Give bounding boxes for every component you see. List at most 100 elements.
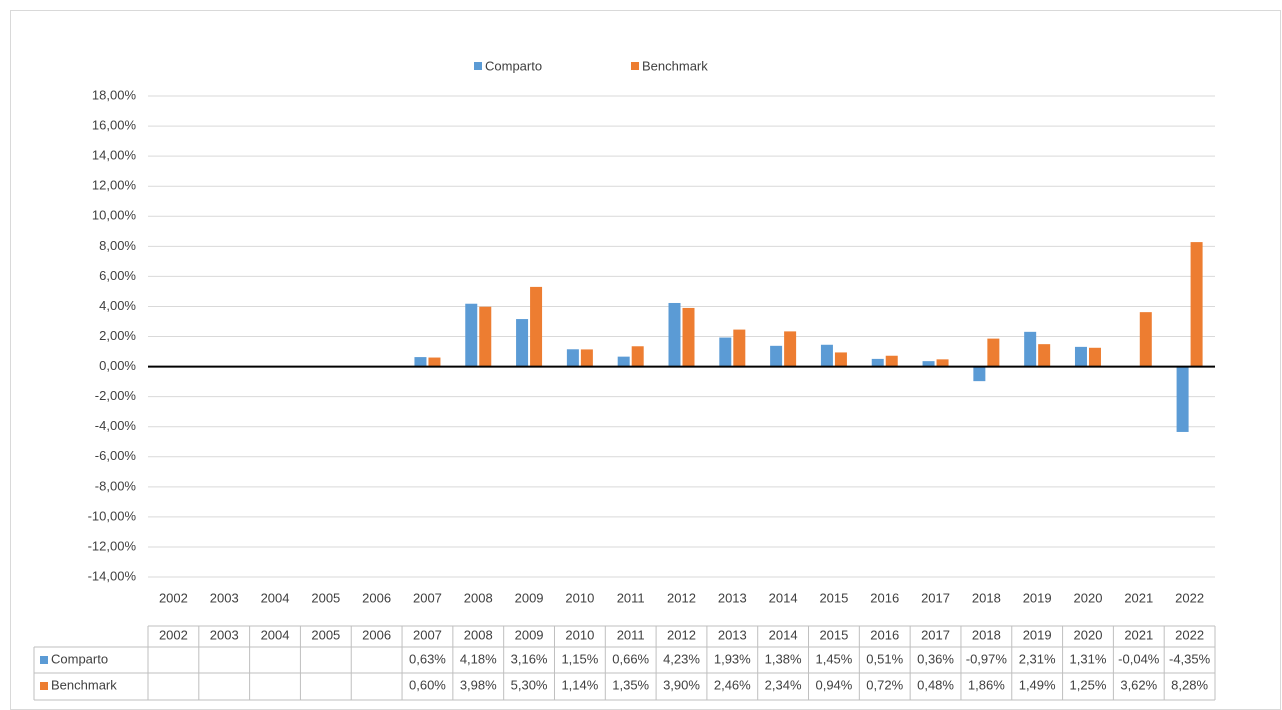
bar: [631, 346, 644, 367]
x-tick-label: 2010: [565, 590, 594, 605]
table-value: 2,46%: [714, 677, 751, 692]
x-tick-label: 2005: [311, 590, 340, 605]
bar: [530, 286, 543, 367]
table-row-label: Comparto: [51, 651, 108, 666]
table-value: 1,45%: [815, 651, 852, 666]
y-tick-label: 10,00%: [92, 208, 137, 223]
x-tick-label: 2002: [159, 590, 188, 605]
y-tick-label: 4,00%: [99, 298, 136, 313]
bar: [682, 307, 695, 367]
y-tick-label: 6,00%: [99, 268, 136, 283]
table-header: 2017: [921, 627, 950, 642]
bar: [973, 366, 986, 382]
bar: [770, 345, 783, 367]
table-value: -0,97%: [966, 651, 1008, 666]
table-header: 2008: [464, 627, 493, 642]
y-tick-label: 0,00%: [99, 358, 136, 373]
bar: [479, 306, 492, 367]
table-header: 2007: [413, 627, 442, 642]
bar: [871, 358, 884, 367]
table-header: 2010: [565, 627, 594, 642]
chart-frame: [10, 10, 1281, 710]
table-header: 2012: [667, 627, 696, 642]
table-value: 2,34%: [765, 677, 802, 692]
y-tick-label: 18,00%: [92, 87, 137, 102]
table-value: 1,49%: [1019, 677, 1056, 692]
x-tick-label: 2013: [718, 590, 747, 605]
table-value: 1,31%: [1070, 651, 1107, 666]
bar: [733, 329, 746, 367]
legend-swatch: [474, 62, 482, 70]
table-header: 2015: [819, 627, 848, 642]
table-value: 2,31%: [1019, 651, 1056, 666]
y-tick-label: 16,00%: [92, 118, 137, 133]
y-tick-label: -12,00%: [88, 538, 137, 553]
bar: [820, 344, 833, 367]
bar: [428, 357, 441, 367]
y-tick-label: -4,00%: [95, 418, 137, 433]
table-value: 1,38%: [765, 651, 802, 666]
x-tick-label: 2016: [870, 590, 899, 605]
table-value: -0,04%: [1118, 651, 1160, 666]
y-tick-label: -8,00%: [95, 478, 137, 493]
table-value: 0,63%: [409, 651, 446, 666]
y-tick-label: -14,00%: [88, 568, 137, 583]
bar: [1088, 347, 1101, 367]
legend-label: Benchmark: [642, 58, 708, 73]
bar: [1038, 344, 1051, 367]
table-header: 2013: [718, 627, 747, 642]
bar: [784, 331, 797, 367]
table-header: 2020: [1074, 627, 1103, 642]
table-value: -4,35%: [1169, 651, 1211, 666]
x-tick-label: 2007: [413, 590, 442, 605]
table-value: 0,60%: [409, 677, 446, 692]
table-value: 1,14%: [561, 677, 598, 692]
bar: [668, 302, 681, 367]
legend-label: Comparto: [485, 58, 542, 73]
table-swatch: [40, 682, 48, 690]
y-tick-label: 14,00%: [92, 148, 137, 163]
bar: [1074, 346, 1087, 367]
x-tick-label: 2011: [617, 590, 645, 605]
table-header: 2019: [1023, 627, 1052, 642]
bar: [414, 357, 427, 367]
bar: [1190, 242, 1203, 367]
bar: [566, 349, 579, 367]
table-value: 0,51%: [866, 651, 903, 666]
table-value: 3,16%: [511, 651, 548, 666]
table-header: 2003: [210, 627, 239, 642]
table-value: 5,30%: [511, 677, 548, 692]
bar: [936, 359, 949, 367]
x-tick-label: 2008: [464, 590, 493, 605]
table-header: 2002: [159, 627, 188, 642]
table-value: 3,62%: [1120, 677, 1157, 692]
y-tick-label: 2,00%: [99, 328, 136, 343]
table-header: 2004: [261, 627, 290, 642]
y-tick-label: -2,00%: [95, 388, 137, 403]
bar: [834, 352, 847, 367]
table-header: 2014: [769, 627, 798, 642]
x-tick-label: 2017: [921, 590, 950, 605]
legend-swatch: [631, 62, 639, 70]
x-tick-label: 2003: [210, 590, 239, 605]
bar: [1176, 366, 1189, 432]
x-tick-label: 2009: [515, 590, 544, 605]
table-value: 4,18%: [460, 651, 497, 666]
x-tick-label: 2006: [362, 590, 391, 605]
table-row-label: Benchmark: [51, 677, 117, 692]
table-header: 2011: [617, 627, 645, 642]
table-header: 2005: [311, 627, 340, 642]
table-value: 3,90%: [663, 677, 700, 692]
table-value: 0,36%: [917, 651, 954, 666]
table-value: 1,93%: [714, 651, 751, 666]
table-header: 2016: [870, 627, 899, 642]
x-tick-label: 2019: [1023, 590, 1052, 605]
x-tick-label: 2015: [819, 590, 848, 605]
x-tick-label: 2022: [1175, 590, 1204, 605]
y-tick-label: 12,00%: [92, 178, 137, 193]
table-swatch: [40, 656, 48, 664]
table-value: 8,28%: [1171, 677, 1208, 692]
table-value: 1,25%: [1070, 677, 1107, 692]
y-tick-label: -6,00%: [95, 448, 137, 463]
table-value: 1,86%: [968, 677, 1005, 692]
